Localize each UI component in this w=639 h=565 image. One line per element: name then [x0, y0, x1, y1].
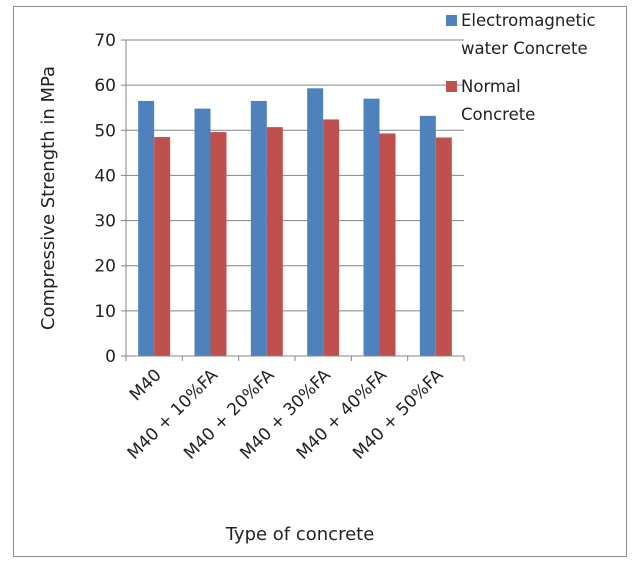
bar-normal-1	[210, 132, 227, 356]
bar-electromagnetic-3	[307, 88, 324, 356]
legend-swatch-normal	[446, 81, 457, 92]
y-tick-label: 10	[94, 302, 116, 322]
bar-electromagnetic-2	[250, 100, 267, 356]
bar-normal-0	[154, 137, 171, 356]
legend-label: water Concrete	[461, 39, 588, 58]
legend-label: Concrete	[461, 105, 535, 124]
y-tick-label: 50	[94, 121, 116, 141]
y-tick-label: 70	[94, 31, 116, 51]
legend-label: Normal	[461, 77, 521, 96]
bar-electromagnetic-0	[138, 100, 155, 356]
bar-normal-4	[379, 133, 396, 356]
x-tick-label: M40	[126, 365, 166, 405]
y-tick-label: 40	[94, 166, 116, 186]
y-tick-labels: 0 10 20 30 40 50 60 70	[94, 31, 116, 367]
y-tick-label: 20	[94, 257, 116, 277]
legend-label: Electromagnetic	[461, 11, 596, 30]
y-axis-title: Compressive Strength in MPa	[38, 66, 59, 330]
axes	[125, 40, 464, 357]
bar-electromagnetic-5	[419, 115, 436, 356]
y-tick-label: 0	[105, 347, 116, 367]
y-tick-label: 30	[94, 212, 116, 232]
bar-normal-2	[266, 127, 283, 356]
y-tick-label: 60	[94, 76, 116, 96]
bar-electromagnetic-4	[363, 98, 380, 356]
bars	[138, 88, 452, 356]
bar-electromagnetic-1	[194, 108, 211, 356]
gridlines	[121, 39, 464, 357]
bar-normal-5	[435, 137, 452, 356]
x-axis-title: Type of concrete	[225, 524, 375, 545]
legend-swatch-electromagnetic	[446, 15, 457, 26]
legend: Electromagnetic water Concrete Normal Concr…	[446, 11, 596, 124]
bar-normal-3	[323, 119, 340, 356]
